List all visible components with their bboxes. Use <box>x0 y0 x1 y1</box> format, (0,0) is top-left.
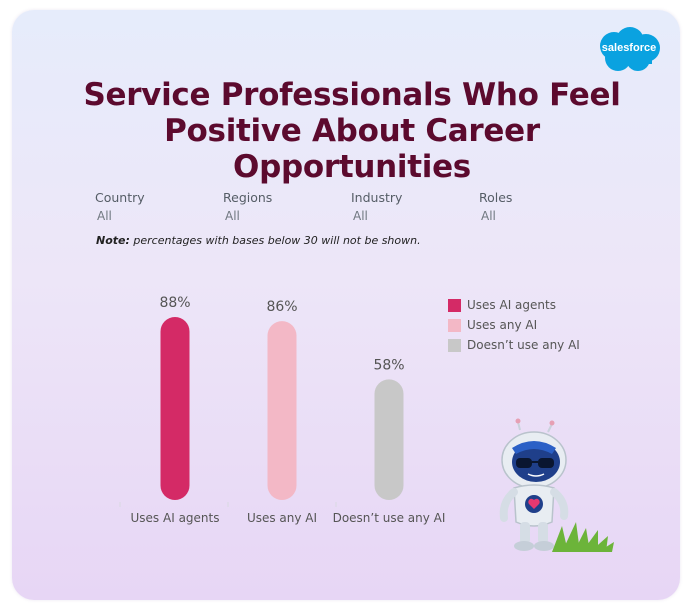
filter-country[interactable]: Country All <box>95 190 215 223</box>
category-label: Uses any AI <box>247 511 317 525</box>
salesforce-logo: salesforce <box>594 26 664 76</box>
title-line-1: Service Professionals Who Feel <box>83 77 621 113</box>
filter-value[interactable]: All <box>97 209 112 223</box>
legend-item[interactable]: Uses AI agents <box>448 298 608 318</box>
filter-industry[interactable]: Industry All <box>351 190 471 223</box>
legend-item[interactable]: Doesn’t use any AI <box>448 338 608 358</box>
data-label: 86% <box>266 299 297 315</box>
data-label: 58% <box>373 357 404 373</box>
cloud-icon <box>600 27 660 71</box>
bar[interactable] <box>160 316 190 500</box>
legend-label: Doesn’t use any AI <box>467 338 580 352</box>
legend-swatch <box>448 319 461 332</box>
filter-regions[interactable]: Regions All <box>223 190 343 223</box>
logo-text: salesforce <box>601 42 657 54</box>
filter-value[interactable]: All <box>353 209 368 223</box>
robot-mascot-icon <box>499 418 614 552</box>
bar[interactable] <box>374 379 404 500</box>
legend-label: Uses any AI <box>467 318 538 332</box>
category-label: Doesn’t use any AI <box>333 511 446 525</box>
note: Note: percentages with bases below 30 wi… <box>96 234 421 247</box>
bar[interactable] <box>267 321 297 500</box>
filter-value[interactable]: All <box>225 209 240 223</box>
note-text: percentages with bases below 30 will not… <box>129 234 421 247</box>
chart-title: Service Professionals Who Feel Positive … <box>52 77 652 185</box>
filter-roles[interactable]: Roles All <box>479 190 599 223</box>
note-bold: Note: <box>96 234 130 247</box>
filter-value[interactable]: All <box>481 209 496 223</box>
filter-label: Industry <box>351 190 403 205</box>
legend-swatch <box>448 339 461 352</box>
legend-swatch <box>448 299 461 312</box>
filter-label: Regions <box>223 190 273 205</box>
chart-card: salesforce Service Professionals Who Fee… <box>12 10 680 600</box>
filter-label: Roles <box>479 190 513 205</box>
legend-label: Uses AI agents <box>467 298 556 312</box>
category-label: Uses AI agents <box>131 511 220 525</box>
legend: Uses AI agents Uses any AI Doesn’t use a… <box>448 298 608 358</box>
title-line-2: Positive About Career Opportunities <box>164 113 540 185</box>
data-label: 88% <box>159 295 190 311</box>
bar-chart: 88% Uses AI agents 86% Uses any AI 58% Doesn’… <box>119 295 446 525</box>
legend-item[interactable]: Uses any AI <box>448 318 608 338</box>
filter-label: Country <box>95 190 145 205</box>
